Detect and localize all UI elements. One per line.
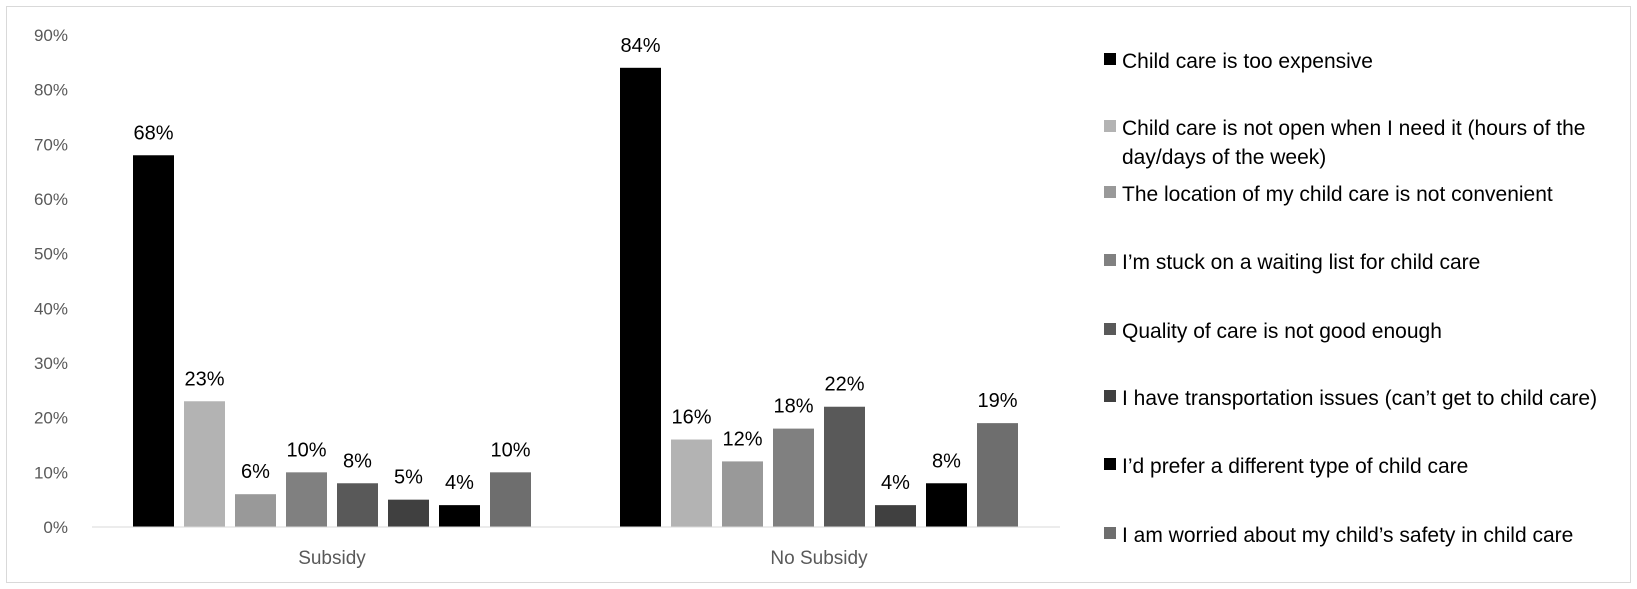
legend-swatch [1104, 120, 1116, 132]
y-tick-label: 80% [34, 81, 68, 100]
data-label: 68% [133, 122, 173, 144]
legend-item: The location of my child care is not con… [1104, 180, 1624, 209]
legend-label: The location of my child care is not con… [1122, 183, 1553, 206]
legend-swatch [1104, 458, 1116, 470]
y-tick-label: 0% [43, 518, 68, 537]
category-label: Subsidy [298, 548, 366, 569]
bar [133, 155, 174, 527]
data-label: 8% [343, 450, 372, 472]
data-labels: 68% 23% 6% 10% 8% 5% 4% 10% 84% 16% 12% 18% 22% 4% 8% 1… [133, 35, 1017, 494]
legend-item: I have transportation issues (can’t get … [1104, 384, 1624, 413]
legend-label: Quality of care is not good enough [1122, 320, 1442, 343]
y-tick-label: 40% [34, 299, 68, 318]
legend: Child care is too expensive Child care is… [1104, 0, 1624, 589]
legend-swatch [1104, 254, 1116, 266]
legend-label: I have transportation issues (can’t get … [1122, 387, 1598, 410]
data-label: 4% [881, 472, 910, 494]
data-label: 4% [445, 472, 474, 494]
bar [490, 472, 531, 527]
y-tick-label: 90% [34, 26, 68, 45]
legend-label: I am worried about my child’s safety in … [1122, 524, 1574, 547]
legend-swatch [1104, 323, 1116, 335]
y-tick-label: 60% [34, 190, 68, 209]
y-tick-label: 50% [34, 245, 68, 264]
legend-label: Child care is not open when I need it (h… [1122, 117, 1586, 169]
legend-swatch [1104, 390, 1116, 402]
data-label: 23% [184, 368, 224, 390]
data-label: 22% [824, 374, 864, 396]
bar [671, 439, 712, 527]
legend-item: I’d prefer a different type of child car… [1104, 452, 1624, 481]
data-label: 6% [241, 461, 270, 483]
legend-item: Quality of care is not good enough [1104, 317, 1624, 346]
data-label: 18% [773, 396, 813, 418]
x-axis: Subsidy No Subsidy [298, 548, 868, 569]
legend-label: I’m stuck on a waiting list for child ca… [1122, 251, 1481, 274]
legend-swatch [1104, 53, 1116, 65]
data-label: 12% [722, 428, 762, 450]
y-tick-label: 70% [34, 135, 68, 154]
bar [235, 494, 276, 527]
data-label: 10% [286, 439, 326, 461]
bar [184, 401, 225, 527]
bar [286, 472, 327, 527]
bar [926, 483, 967, 527]
legend-item: I am worried about my child’s safety in … [1104, 521, 1624, 550]
y-axis: 0% 10% 20% 30% 40% 50% 60% 70% 80% 90% [34, 26, 68, 537]
bar [388, 499, 429, 527]
category-label: No Subsidy [770, 548, 868, 569]
data-label: 19% [977, 390, 1017, 412]
data-label: 84% [620, 35, 660, 57]
legend-label: Child care is too expensive [1122, 50, 1373, 73]
y-tick-label: 20% [34, 409, 68, 428]
bar [620, 67, 661, 528]
data-label: 5% [394, 467, 423, 489]
y-tick-label: 10% [34, 463, 68, 482]
legend-swatch [1104, 527, 1116, 539]
bar [722, 461, 763, 527]
bars [133, 67, 1018, 528]
legend-item: Child care is too expensive [1104, 47, 1624, 76]
data-label: 8% [932, 450, 961, 472]
chart-frame [6, 6, 1631, 583]
bar [337, 483, 378, 527]
legend-label: I’d prefer a different type of child car… [1122, 455, 1469, 478]
legend-item: Child care is not open when I need it (h… [1104, 114, 1624, 172]
legend-item: I’m stuck on a waiting list for child ca… [1104, 248, 1624, 277]
bar [773, 428, 814, 527]
bar [875, 505, 916, 527]
bar [439, 505, 480, 527]
y-tick-label: 30% [34, 354, 68, 373]
bar [824, 406, 865, 527]
bar [977, 423, 1018, 527]
data-label: 16% [671, 407, 711, 429]
legend-swatch [1104, 186, 1116, 198]
data-label: 10% [490, 439, 530, 461]
